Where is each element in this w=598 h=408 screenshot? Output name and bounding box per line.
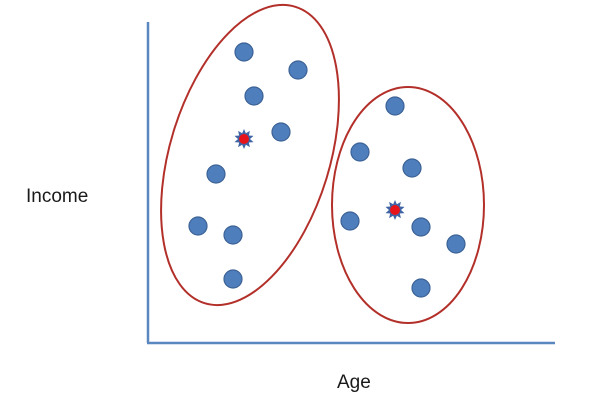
axes xyxy=(146,22,555,345)
data-point xyxy=(385,96,405,116)
data-point xyxy=(288,60,308,80)
data-point xyxy=(340,211,360,231)
data-point xyxy=(446,234,466,254)
centroids xyxy=(234,129,405,220)
y-axis-label: Income xyxy=(26,186,89,207)
x-axis-label: Age xyxy=(337,372,371,393)
data-point xyxy=(223,225,243,245)
data-point xyxy=(411,217,431,237)
data-point xyxy=(206,164,226,184)
data-point xyxy=(402,158,422,178)
centroid-core xyxy=(390,205,400,215)
data-points xyxy=(188,42,466,298)
data-point xyxy=(411,278,431,298)
cluster-outlines xyxy=(160,3,485,324)
data-point xyxy=(223,269,243,289)
cluster-outline-right xyxy=(331,86,485,324)
data-point xyxy=(350,142,370,162)
data-point xyxy=(271,122,291,142)
cluster-outline-left xyxy=(160,3,340,307)
centroid-core xyxy=(239,134,249,144)
data-point xyxy=(244,86,264,106)
data-point xyxy=(234,42,254,62)
data-point xyxy=(188,216,208,236)
